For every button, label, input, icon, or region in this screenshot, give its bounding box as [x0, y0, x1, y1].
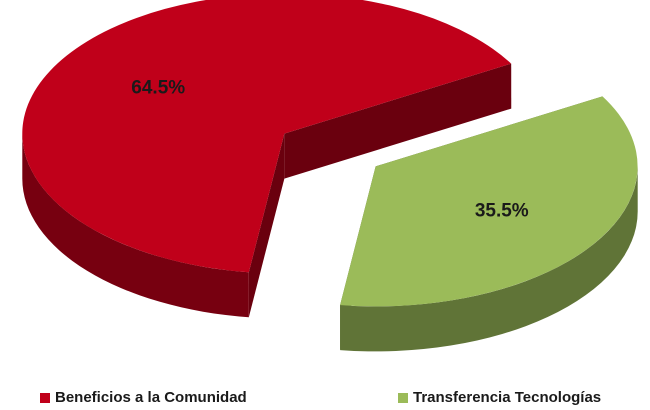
slice-wall — [340, 166, 638, 352]
slice — [340, 96, 638, 307]
slice-wall — [22, 133, 249, 318]
legend-label: Transferencia Tecnologías — [413, 389, 601, 406]
slice-side — [248, 133, 285, 318]
legend-swatch — [398, 393, 408, 403]
legend-swatch — [40, 393, 50, 403]
legend-label: Beneficios a la Comunidad — [55, 389, 247, 406]
slice-side — [284, 63, 512, 179]
value-label: 35.5% — [475, 201, 529, 222]
slice — [22, 0, 512, 273]
value-label: 64.5% — [131, 77, 185, 98]
